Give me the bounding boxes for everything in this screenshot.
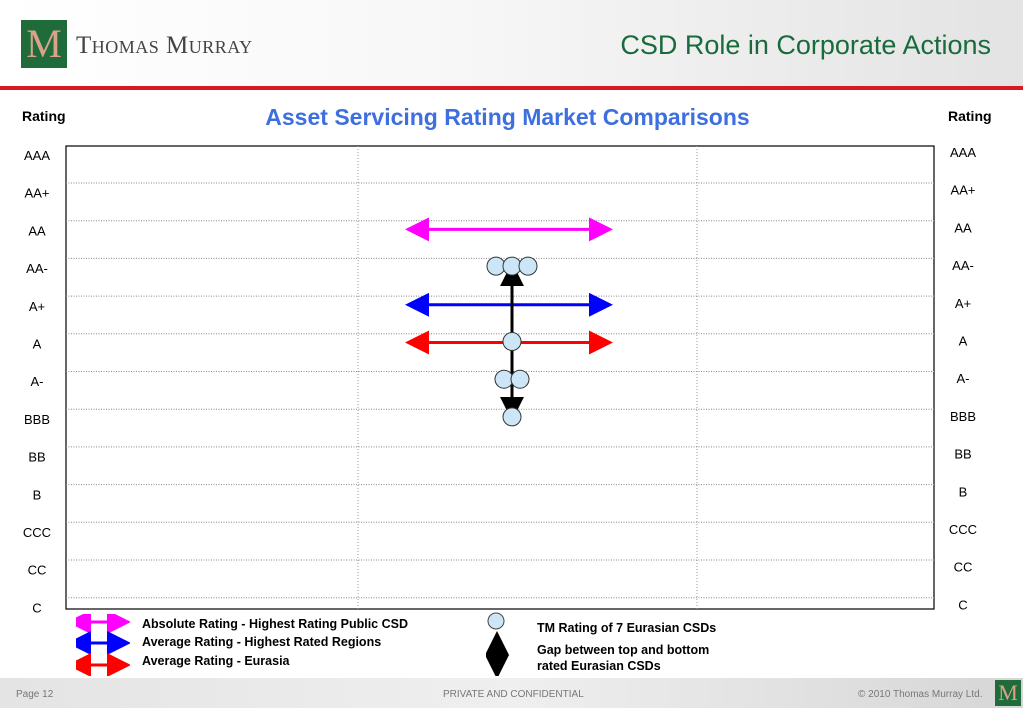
right-rating-tick: CCC	[949, 522, 977, 537]
page-number: Page 12	[16, 689, 54, 700]
left-rating-tick: AAA	[24, 148, 50, 163]
copyright: © 2010 Thomas Murray Ltd.	[858, 689, 983, 700]
slide-title: CSD Role in Corporate Actions	[620, 30, 991, 60]
left-rating-tick: CCC	[23, 525, 51, 540]
csd-rating-point	[494, 369, 514, 389]
right-rating-tick: AA	[954, 220, 972, 235]
left-rating-tick: C	[32, 600, 41, 615]
brand-name: Thomas Murray	[76, 32, 253, 59]
legend-regions-label: Average Rating - Highest Rated Regions	[142, 635, 382, 649]
left-rating-tick: BBB	[24, 412, 50, 427]
left-rating-tick: AA+	[25, 186, 50, 201]
right-rating-tick: A-	[957, 371, 970, 386]
right-rating-tick: BBB	[950, 409, 976, 424]
left-rating-tick: BB	[28, 450, 45, 465]
left-rating-tick: A-	[31, 374, 44, 389]
legend-gap-label-line2: rated Eurasian CSDs	[537, 659, 661, 673]
right-rating-tick: AA+	[951, 183, 976, 198]
legend-symbols	[486, 612, 509, 676]
header-band	[0, 0, 1023, 88]
right-rating-tick: A	[959, 334, 968, 349]
right-rating-tick: A+	[955, 296, 971, 311]
left-axis-label: Rating	[22, 108, 66, 124]
csd-rating-point	[486, 256, 506, 276]
legend-arrows	[76, 614, 130, 676]
right-rating-tick: CC	[954, 560, 973, 575]
legend-csd-circle-icon	[487, 612, 505, 630]
csd-rating-point	[510, 369, 530, 389]
header-rule	[0, 86, 1023, 90]
csd-rating-point	[502, 407, 522, 427]
footer: Page 12 PRIVATE AND CONFIDENTIAL © 2010 …	[0, 678, 1023, 708]
left-rating-tick: A+	[29, 299, 45, 314]
footer-logo: M	[995, 680, 1021, 706]
left-rating-tick: A	[33, 337, 42, 352]
right-rating-tick: AA-	[952, 258, 974, 273]
chart-title: Asset Servicing Rating Market Comparison…	[265, 104, 750, 130]
csd-rating-point	[518, 256, 538, 276]
legend-csd-label: TM Rating of 7 Eurasian CSDs	[537, 621, 717, 635]
legend-eurasia-label: Average Rating - Eurasia	[142, 654, 290, 668]
left-rating-tick: B	[33, 487, 42, 502]
right-axis-label: Rating	[948, 108, 992, 124]
confidentiality-note: PRIVATE AND CONFIDENTIAL	[443, 689, 584, 700]
csd-rating-point	[502, 332, 522, 351]
company-logo: M	[21, 20, 67, 68]
logo-mark: M	[26, 21, 62, 66]
right-rating-tick: BB	[954, 447, 971, 462]
legend-gap-label-line1: Gap between top and bottom	[537, 643, 710, 657]
right-rating-tick: C	[958, 597, 967, 612]
left-rating-tick: AA	[28, 223, 46, 238]
right-rating-tick: AAA	[950, 145, 976, 160]
right-rating-tick: B	[959, 484, 968, 499]
left-rating-tick: CC	[28, 563, 47, 578]
legend-absolute-label: Absolute Rating - Highest Rating Public …	[142, 617, 408, 631]
csd-rating-point	[502, 256, 522, 276]
left-rating-tick: AA-	[26, 261, 48, 276]
